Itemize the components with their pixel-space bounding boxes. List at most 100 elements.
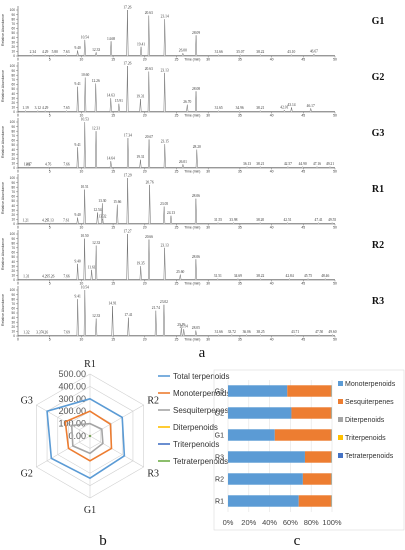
peak-label: 43.10 [287,50,295,54]
peak-label: 17.26 [123,6,131,10]
x-tick-label: 5 [49,226,51,230]
radar-series-line [46,397,126,480]
y-tick-label: 80 [11,129,15,133]
category-label: R2 [215,477,224,484]
x-tick-label: 30 [206,338,210,342]
peak-label: 36.06 [243,330,251,334]
x-tick-label: 10 [80,282,84,286]
peak-label: 14.63 [107,94,115,98]
x-tick-label: 45 [301,338,305,342]
x-axis-label: Time (min) [184,58,200,62]
radar-legend: Total terpenoids Monoterpenoids Sesquiterp… [158,372,230,466]
y-tick-label: 60 [11,27,15,31]
x-tick-label: 40% [262,518,277,527]
x-tick-label: 30 [206,114,210,118]
legend-entry: Monoterpenoids [173,389,230,398]
x-tick-label: 30 [206,226,210,230]
x-tick-label: 40 [270,338,274,342]
y-tick-label: 40 [11,260,15,264]
legend-entry: Diterpenoids [345,417,385,424]
sample-name: R3 [372,296,384,307]
sample-name: G1 [372,16,385,27]
x-tick-label: 15 [111,114,115,118]
bar-segment [330,429,332,441]
peak-label: 7.66 [63,275,69,279]
peak-label: 17.34 [124,134,132,138]
y-axis-label: Relative Abundance [1,238,5,270]
chromatogram-trace [18,233,335,280]
radar-spoke [89,404,144,437]
peak-label: 7.65 [63,106,69,110]
peak-label: 44.90 [299,162,307,166]
y-tick-label: 90 [11,237,15,241]
x-tick-label: 25 [175,58,179,62]
peak-label: 9.40 [74,213,80,217]
bar-segment [228,407,292,419]
peak-label: 5.13 [47,219,53,223]
radar-category-label: R2 [147,396,159,407]
peak-label: 25.76 [177,323,185,327]
bar-segment [330,407,332,419]
y-tick-label: 30 [11,208,15,212]
x-tick-label: 0 [17,282,19,286]
peak-label: 1.42 [24,163,30,167]
x-tick-label: 5 [49,58,51,62]
legend-entry: Sesquiterpenes [173,406,229,415]
peak-label: 1.19 [22,106,28,110]
panel-label-c: c [294,533,301,549]
radar-category-label: R1 [84,359,96,370]
x-tick-label: 10 [80,226,84,230]
category-label: G1 [215,433,224,440]
y-tick-label: 100 [10,8,16,12]
bar-segment [330,473,332,485]
y-tick-label: 60 [11,307,15,311]
x-tick-label: 80% [304,518,319,527]
y-tick-label: 10 [11,106,15,110]
bar-segment [274,429,331,441]
peak-label: 12.54 [93,208,101,212]
y-tick-label: 50 [11,255,15,259]
x-tick-label: 10 [80,58,84,62]
category-label: R1 [215,499,224,506]
y-tick-label: 80 [11,241,15,245]
y-axis-label: Relative Abundance [1,126,5,158]
peak-label: 47.16 [313,162,321,166]
peak-label: 38.21 [256,162,264,166]
peak-label: 7.63 [63,50,69,54]
y-tick-label: 70 [11,302,15,306]
legend-entry: Tetraterpenoids [345,453,394,460]
chromatogram-trace [18,289,335,336]
peak-label: 12.33 [92,48,100,52]
x-tick-label: 100% [322,518,342,527]
y-axis-label: Relative Abundance [1,14,5,46]
x-tick-label: 5 [49,338,51,342]
radar-category-label: R3 [147,469,159,480]
bar-segment [228,473,303,485]
peak-label: 7.69 [64,331,70,335]
sample-name: R1 [372,184,384,195]
x-tick-label: 25 [175,282,179,286]
bar-segment [298,495,331,507]
y-axis-label: Relative Abundance [1,294,5,326]
peak-label: 25.60 [176,270,184,274]
peak-label: 46.67 [310,50,318,54]
panel-label-a: a [199,345,206,361]
x-tick-label: 35 [238,226,242,230]
y-tick-label: 20 [11,269,15,273]
peak-label: 2.34 [30,50,36,54]
peak-label: 12.33 [92,241,100,245]
peak-label: 1.32 [23,331,29,335]
chromatogram-trace [18,9,335,56]
y-tick-label: 60 [11,251,15,255]
peak-label: 1.21 [23,219,29,223]
bar-segment [330,385,332,397]
x-tick-label: 10 [80,114,84,118]
peak-label: 35.07 [236,50,244,54]
sample-name: G3 [372,128,385,139]
x-tick-label: 45 [301,170,305,174]
peak-label: 14.91 [108,302,116,306]
x-tick-label: 40 [270,282,274,286]
